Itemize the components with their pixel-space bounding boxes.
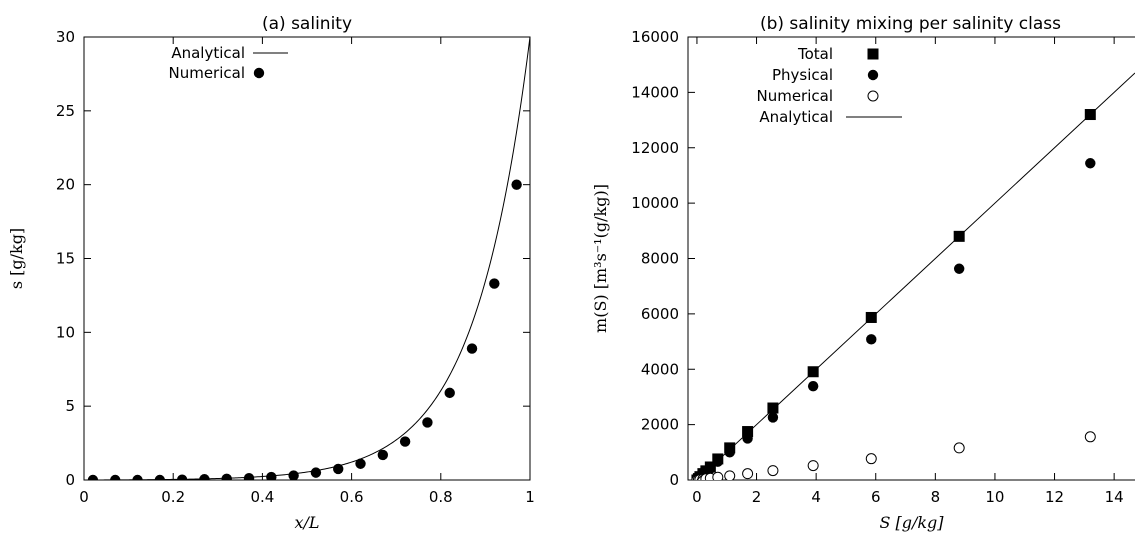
plot-frame [687, 36, 1135, 481]
data-point-numerical [355, 458, 366, 469]
data-point-numerical [266, 471, 277, 480]
legend-marker [867, 90, 879, 102]
y-tick-label: 10 [56, 323, 75, 341]
data-point-numerical [466, 343, 478, 354]
data-point-numerical [154, 474, 166, 480]
data-point-numerical [767, 465, 779, 477]
legend-marker [253, 67, 265, 79]
y-axis-label: m(S) [m³s⁻¹(g/kg)] [591, 184, 610, 333]
x-tick-label: 0.8 [429, 488, 453, 506]
chart-title: (b) salinity mixing per salinity class [760, 14, 1061, 34]
data-point-physical [1085, 158, 1096, 169]
salinity-mixing-panel: (b) salinity mixing per salinity class 0 2… [591, 14, 1135, 532]
x-tick-label: 8 [931, 488, 941, 506]
y-tick-label: 5 [65, 397, 75, 415]
data-point-numerical [953, 442, 965, 454]
x-tick-label: 0.6 [340, 488, 364, 506]
legend-marker [867, 48, 879, 60]
data-point-numerical [511, 179, 522, 190]
y-axis-label: s [g/kg] [7, 228, 26, 289]
y-tick-label: 14000 [631, 83, 679, 101]
x-axis-label: S [g/kg] [879, 513, 944, 532]
data-point-physical [807, 380, 819, 392]
data-point-physical [953, 263, 965, 274]
data-point-numerical [712, 471, 724, 480]
x-tick-label: 12 [1045, 488, 1064, 506]
plot-area [691, 72, 1135, 480]
x-tick-label: 4 [811, 488, 821, 506]
data-point-numerical [132, 474, 143, 480]
x-tick-label: 2 [752, 488, 762, 506]
data-point-numerical [489, 278, 500, 289]
x-tick-label: 6 [871, 488, 881, 506]
data-point-total [767, 402, 779, 414]
data-point-numerical [377, 449, 389, 461]
y-tick-label: 20 [56, 176, 75, 194]
y-tick-label: 16000 [631, 28, 679, 46]
x-axis-label: x/L [294, 513, 319, 532]
legend: Total Physical Numerical Analytical [756, 45, 902, 126]
data-point-numerical [199, 474, 210, 480]
data-point-numerical [742, 468, 754, 480]
series-line-analytical [84, 37, 530, 480]
x-tick-label: 10 [985, 488, 1004, 506]
data-point-numerical [807, 460, 819, 472]
x-tick-label: 0 [692, 488, 702, 506]
legend-label: Total [797, 45, 833, 63]
y-tick-label: 6000 [641, 305, 679, 323]
data-point-numerical [288, 470, 299, 480]
y-tick-label: 15 [56, 250, 75, 268]
data-point-numerical [399, 436, 411, 447]
data-point-physical [742, 433, 753, 444]
plot-area [84, 37, 530, 480]
data-point-total [742, 426, 754, 438]
y-tick-label: 12000 [631, 139, 679, 157]
series-line-analytical [696, 72, 1135, 480]
data-point-numerical [221, 473, 232, 480]
x-tick-label: 1 [525, 488, 535, 506]
data-point-numerical [87, 474, 99, 480]
y-tick-label: 30 [56, 28, 75, 46]
legend-label: Numerical [168, 64, 245, 82]
y-tick-label: 10000 [631, 194, 679, 212]
y-tick-label: 0 [65, 471, 75, 489]
data-point-numerical [1084, 431, 1096, 443]
y-tick-label: 0 [669, 471, 679, 489]
data-point-numerical [444, 387, 455, 399]
data-point-physical [866, 334, 877, 345]
data-point-numerical [333, 463, 344, 475]
data-point-numerical [724, 470, 736, 480]
y-tick-label: 8000 [641, 250, 679, 268]
chart-title: (a) salinity [262, 14, 352, 34]
data-point-numerical [865, 453, 877, 465]
y-tick-label: 2000 [641, 416, 679, 434]
x-tick-label: 0.4 [250, 488, 274, 506]
data-point-numerical [310, 467, 322, 478]
data-point-physical [705, 463, 716, 474]
data-point-physical [712, 456, 723, 467]
data-point-numerical [243, 473, 255, 480]
data-point-physical [724, 447, 735, 458]
y-tick-label: 25 [56, 102, 75, 120]
legend-marker [867, 69, 879, 81]
legend-label: Numerical [756, 87, 833, 105]
legend-label: Physical [772, 66, 833, 84]
data-point-numerical [422, 417, 433, 428]
legend-label: Analytical [171, 44, 245, 62]
x-tick-label: 14 [1105, 488, 1124, 506]
data-point-physical [767, 412, 779, 423]
data-point-numerical [110, 474, 121, 480]
plot-frame [83, 36, 531, 481]
legend: Analytical Numerical [168, 44, 288, 82]
y-tick-label: 4000 [641, 360, 679, 378]
legend-label: Analytical [759, 108, 833, 126]
x-tick-label: 0 [79, 488, 89, 506]
x-tick-label: 0.2 [161, 488, 185, 506]
data-point-numerical [176, 474, 188, 480]
